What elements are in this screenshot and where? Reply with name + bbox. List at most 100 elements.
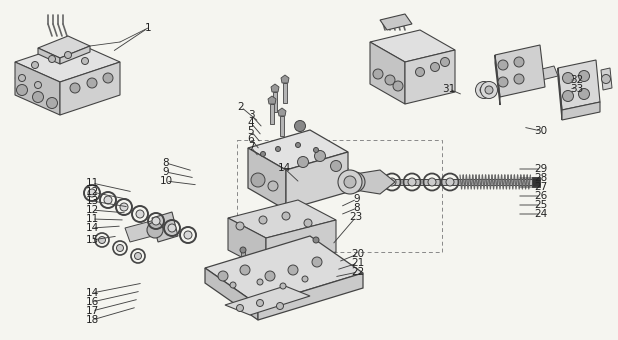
Circle shape — [218, 271, 228, 281]
Circle shape — [98, 237, 106, 243]
Text: 5: 5 — [248, 126, 255, 136]
Circle shape — [265, 271, 275, 281]
Text: 6: 6 — [248, 134, 255, 144]
Polygon shape — [205, 268, 258, 320]
Text: 30: 30 — [535, 126, 548, 136]
Circle shape — [345, 172, 365, 192]
Circle shape — [475, 82, 493, 99]
Circle shape — [562, 72, 574, 84]
Text: 16: 16 — [85, 297, 99, 307]
Text: 22: 22 — [352, 267, 365, 277]
Circle shape — [230, 282, 236, 288]
Circle shape — [64, 51, 72, 58]
Circle shape — [87, 78, 97, 88]
Text: 29: 29 — [535, 164, 548, 174]
Polygon shape — [15, 62, 60, 115]
Text: 12: 12 — [85, 187, 99, 197]
Polygon shape — [38, 48, 60, 64]
Circle shape — [514, 57, 524, 67]
Circle shape — [295, 120, 305, 132]
Bar — [237, 140, 442, 252]
Circle shape — [276, 303, 284, 309]
Circle shape — [88, 189, 96, 197]
Text: 9: 9 — [163, 167, 169, 177]
Text: 12: 12 — [85, 205, 99, 215]
Text: 28: 28 — [535, 173, 548, 183]
Circle shape — [578, 70, 590, 82]
Circle shape — [261, 152, 266, 156]
Bar — [532, 177, 540, 187]
Circle shape — [431, 63, 439, 71]
Text: 32: 32 — [570, 75, 583, 85]
Text: 7: 7 — [248, 142, 255, 152]
Text: 3: 3 — [248, 110, 255, 120]
Circle shape — [481, 82, 497, 99]
Circle shape — [331, 160, 342, 171]
Circle shape — [240, 265, 250, 275]
Polygon shape — [278, 108, 286, 116]
Text: 13: 13 — [85, 196, 99, 206]
Polygon shape — [248, 130, 348, 170]
Polygon shape — [205, 236, 363, 305]
Polygon shape — [258, 273, 363, 320]
Text: 1: 1 — [145, 23, 151, 33]
Polygon shape — [558, 60, 600, 110]
Polygon shape — [355, 170, 395, 194]
Circle shape — [256, 300, 263, 306]
Text: 20: 20 — [352, 249, 365, 259]
Polygon shape — [370, 42, 405, 104]
Polygon shape — [152, 212, 178, 242]
Text: 11: 11 — [85, 214, 99, 224]
Bar — [314, 240, 318, 254]
Circle shape — [315, 151, 326, 162]
Circle shape — [302, 276, 308, 282]
Circle shape — [288, 265, 298, 275]
Polygon shape — [405, 50, 455, 104]
Circle shape — [601, 74, 611, 84]
Circle shape — [485, 86, 493, 94]
Circle shape — [48, 55, 56, 63]
Text: 23: 23 — [349, 212, 363, 222]
Text: 25: 25 — [535, 200, 548, 210]
Circle shape — [498, 60, 508, 70]
Circle shape — [282, 212, 290, 220]
Circle shape — [313, 148, 318, 153]
Text: 8: 8 — [353, 203, 360, 213]
Circle shape — [366, 178, 374, 186]
Text: 27: 27 — [535, 182, 548, 192]
Circle shape — [147, 222, 163, 238]
Circle shape — [312, 257, 322, 267]
Text: 2: 2 — [238, 102, 244, 112]
Polygon shape — [38, 36, 90, 58]
Polygon shape — [538, 66, 558, 80]
Polygon shape — [228, 218, 266, 270]
Text: 26: 26 — [535, 191, 548, 201]
Circle shape — [184, 231, 192, 239]
Circle shape — [304, 219, 312, 227]
Bar — [283, 83, 287, 103]
Polygon shape — [60, 46, 90, 64]
Circle shape — [373, 69, 383, 79]
Polygon shape — [15, 42, 120, 82]
Circle shape — [408, 178, 416, 186]
Bar — [355, 179, 540, 185]
Polygon shape — [601, 68, 612, 90]
Circle shape — [276, 147, 281, 152]
Text: 14: 14 — [277, 163, 290, 173]
Circle shape — [562, 90, 574, 102]
Polygon shape — [380, 14, 412, 30]
Polygon shape — [558, 68, 562, 120]
Bar — [280, 116, 284, 136]
Circle shape — [104, 196, 112, 204]
Polygon shape — [271, 84, 279, 92]
Text: 9: 9 — [353, 194, 360, 204]
Circle shape — [295, 142, 300, 148]
Text: 10: 10 — [159, 176, 172, 186]
Polygon shape — [225, 286, 310, 315]
Circle shape — [268, 181, 278, 191]
Text: 14: 14 — [85, 288, 99, 298]
Circle shape — [338, 170, 362, 194]
Circle shape — [415, 68, 425, 76]
Text: 11: 11 — [85, 178, 99, 188]
Circle shape — [46, 98, 57, 108]
